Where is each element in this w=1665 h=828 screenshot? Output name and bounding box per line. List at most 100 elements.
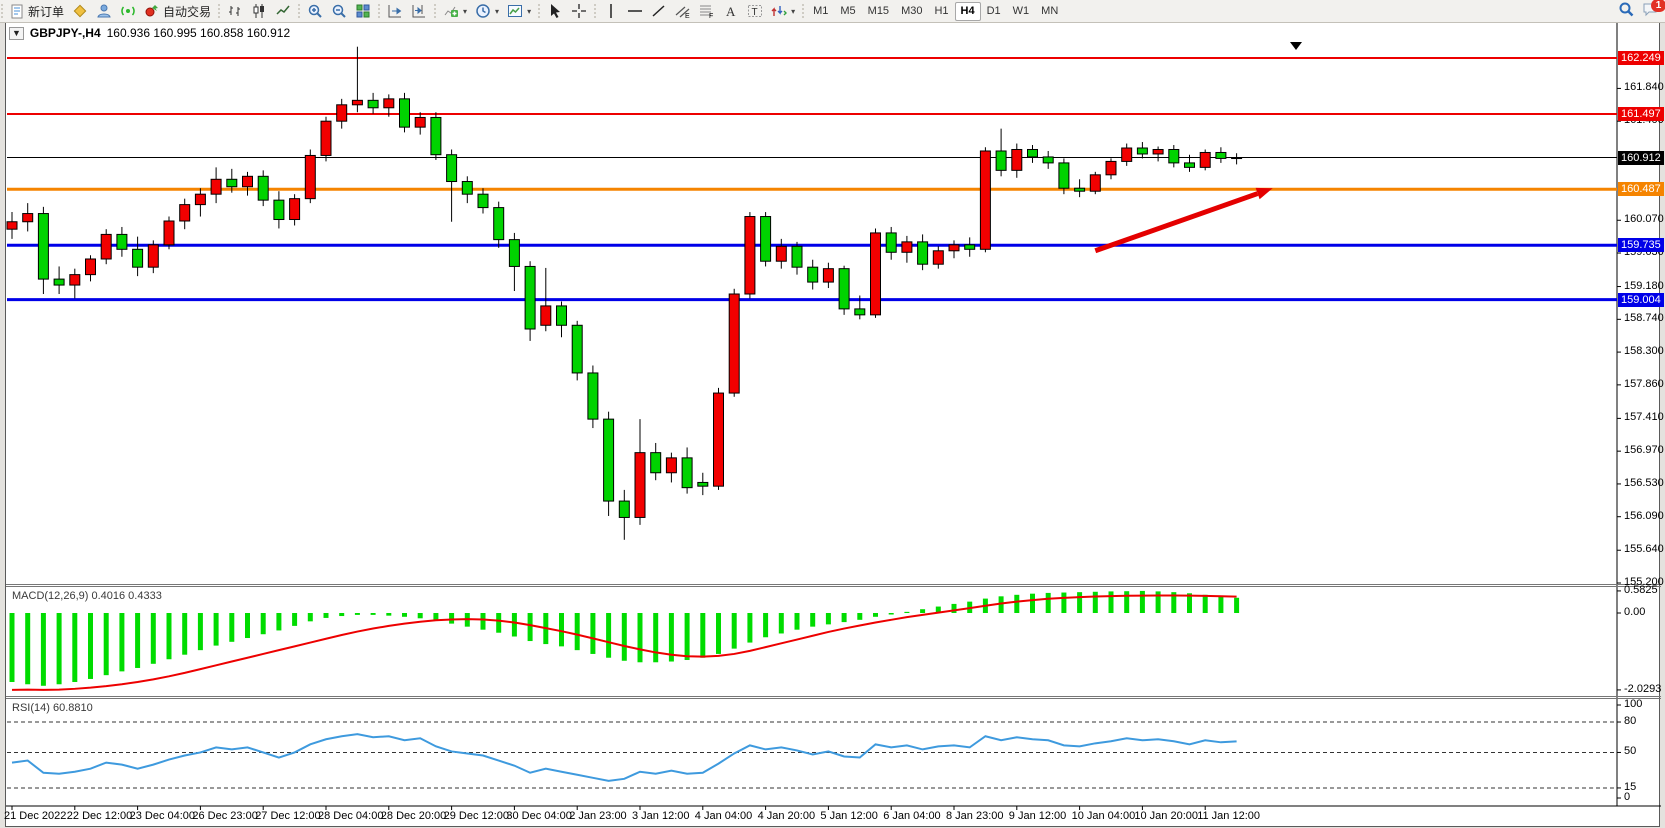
candle-body: [399, 98, 410, 128]
timeframe-h4-button[interactable]: H4: [954, 1, 981, 21]
price-level-badge: 159.004: [1618, 292, 1664, 307]
zoom-out-button[interactable]: [327, 1, 351, 22]
time-tick-label: 10 Jan 04:00: [1071, 810, 1136, 822]
text-button[interactable]: A: [719, 1, 743, 22]
macd-histogram-bar: [574, 613, 580, 651]
candlestick-button[interactable]: [247, 1, 271, 22]
current-price-badge: 160.912: [1618, 150, 1664, 165]
chart-shift-marker[interactable]: [1290, 42, 1302, 50]
label-button[interactable]: T: [743, 1, 767, 22]
candle-body: [273, 199, 285, 221]
chart-shift-button[interactable]: [407, 1, 431, 22]
chat-button[interactable]: 1: [1642, 0, 1665, 22]
signals-button[interactable]: [116, 1, 140, 22]
chart-title: GBPJPY-,H4: [29, 26, 101, 40]
macd-histogram-bar: [904, 611, 910, 614]
candle-body: [100, 233, 112, 260]
candle-body: [634, 452, 646, 518]
macd-histogram-bar: [1077, 592, 1083, 614]
tile-windows-icon: [355, 3, 371, 19]
macd-histogram-bar: [370, 613, 376, 615]
vertical-line-button[interactable]: [599, 1, 623, 22]
cursor-button[interactable]: [543, 1, 567, 22]
auto-scroll-icon: [387, 3, 403, 19]
candle-body: [822, 268, 834, 283]
text-icon: A: [723, 3, 739, 19]
timeframe-d1-button[interactable]: D1: [986, 4, 1001, 17]
timeframe-w1-button[interactable]: W1: [1012, 4, 1030, 17]
auto-trading-button[interactable]: 自动交易: [140, 1, 215, 22]
crosshair-button[interactable]: [567, 1, 591, 22]
candle-body: [336, 104, 348, 122]
chevron-down-icon[interactable]: ▾: [495, 6, 500, 16]
time-tick-label: 5 Jan 12:00: [820, 810, 878, 822]
trendline-button[interactable]: [647, 1, 671, 22]
arrows-button[interactable]: ▾: [767, 1, 799, 22]
time-tick-label: 4 Jan 04:00: [694, 810, 753, 822]
periods-button[interactable]: ▾: [471, 1, 503, 22]
rsi-tick-label: 100: [1624, 698, 1643, 710]
price-tick-label: 156.090: [1624, 509, 1664, 522]
chart-window[interactable]: [5, 22, 1660, 827]
timeframe-h1-button[interactable]: H1: [934, 4, 949, 17]
toolbar-group-5: [537, 0, 593, 22]
timeframe-m15-button[interactable]: M15: [867, 4, 890, 17]
channel-button[interactable]: E: [671, 1, 695, 22]
toolbar-group-2: [297, 0, 377, 22]
chevron-down-icon[interactable]: ▾: [791, 6, 796, 16]
search-button[interactable]: [1618, 1, 1634, 22]
macd-histogram-bar: [1030, 593, 1035, 614]
candle-body: [461, 181, 473, 195]
timeframe-m1-button[interactable]: M1: [813, 4, 829, 17]
price-tick-label: 160.070: [1624, 213, 1664, 226]
tile-windows-button[interactable]: [351, 1, 375, 22]
zoom-in-icon: [307, 3, 323, 19]
candle-body: [665, 457, 677, 474]
candle-body: [383, 98, 395, 109]
chevron-down-icon[interactable]: ▾: [527, 6, 532, 16]
timeframe-m5-button[interactable]: M5: [840, 4, 856, 17]
chart-dropdown-toggle[interactable]: ▼: [9, 26, 24, 40]
price-tick-label: 161.840: [1624, 81, 1664, 94]
candle-body: [807, 266, 819, 283]
candle-body: [1231, 157, 1243, 160]
price-tick-label: 158.740: [1624, 312, 1664, 325]
candle-body: [430, 116, 442, 156]
candle-body: [257, 175, 269, 201]
svg-text:E: E: [685, 13, 690, 19]
time-tick-label: 27 Dec 12:00: [255, 810, 321, 822]
templates-button[interactable]: ▾: [503, 1, 535, 22]
timeframe-mn-button[interactable]: MN: [1041, 4, 1059, 17]
annotation-arrow-head[interactable]: [1255, 187, 1273, 200]
profile-icon: [96, 3, 112, 19]
time-tick-label: 9 Jan 12:00: [1008, 810, 1067, 822]
macd-histogram-bar: [72, 613, 78, 682]
zoom-out-icon: [331, 3, 347, 19]
macd-histogram-bar: [763, 613, 769, 638]
bar-chart-button[interactable]: [223, 1, 247, 22]
annotation-arrow-line[interactable]: [1094, 191, 1259, 254]
rsi-tick-label: 80: [1624, 715, 1637, 728]
new-order-button[interactable]: 新订单: [6, 1, 68, 22]
indicators-button[interactable]: ▾: [439, 1, 471, 22]
horizontal-line-button[interactable]: [623, 1, 647, 22]
fibonacci-button[interactable]: F: [695, 1, 719, 22]
candle-body: [979, 150, 991, 250]
time-tick-label: 10 Jan 20:00: [1134, 810, 1199, 822]
auto-scroll-button[interactable]: [383, 1, 407, 22]
macd-histogram-bar: [354, 613, 360, 615]
macd-histogram-bar: [197, 613, 203, 651]
rsi-line: [11, 733, 1237, 782]
macd-histogram-bar: [606, 613, 612, 658]
line-chart-button[interactable]: [271, 1, 295, 22]
macd-histogram-bar: [402, 613, 407, 617]
timeframe-m30-button[interactable]: M30: [901, 4, 923, 17]
time-tick-label: 3 Jan 12:00: [632, 810, 690, 822]
zoom-in-button[interactable]: [303, 1, 327, 22]
mql-editor-button[interactable]: [68, 1, 92, 22]
candle-body: [1074, 187, 1086, 192]
profile-button[interactable]: [92, 1, 116, 22]
macd-histogram-bar: [449, 613, 455, 624]
price-tick-label: 158.300: [1624, 345, 1664, 358]
chevron-down-icon[interactable]: ▾: [463, 6, 468, 16]
